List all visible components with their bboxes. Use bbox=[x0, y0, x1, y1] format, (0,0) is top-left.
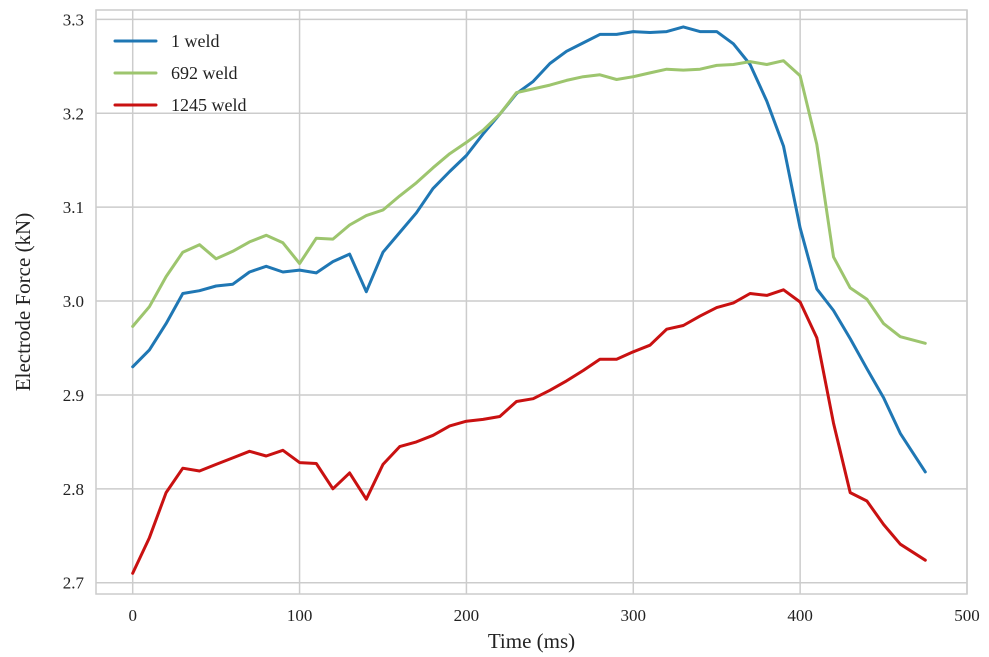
x-axis-ticks: 0 100 200 300 400 500 bbox=[128, 606, 979, 625]
y-tick-label: 3.0 bbox=[63, 292, 84, 311]
x-tick-label: 200 bbox=[454, 606, 480, 625]
legend: 1 weld 692 weld 1245 weld bbox=[113, 31, 247, 115]
legend-label-0: 1 weld bbox=[171, 31, 220, 51]
y-axis-label: Electrode Force (kN) bbox=[11, 213, 35, 391]
x-tick-label: 400 bbox=[787, 606, 813, 625]
series-lines bbox=[131, 25, 927, 575]
legend-label-2: 1245 weld bbox=[171, 95, 247, 115]
legend-label-1: 692 weld bbox=[171, 63, 238, 83]
series-line-0 bbox=[131, 25, 927, 474]
series-line-2 bbox=[131, 288, 927, 575]
y-tick-label: 2.9 bbox=[63, 386, 84, 405]
x-axis-label: Time (ms) bbox=[488, 629, 575, 653]
y-tick-label: 2.7 bbox=[63, 574, 85, 593]
x-tick-label: 0 bbox=[128, 606, 137, 625]
x-tick-label: 500 bbox=[954, 606, 980, 625]
x-tick-label: 300 bbox=[621, 606, 647, 625]
x-tick-label: 100 bbox=[287, 606, 313, 625]
y-tick-label: 3.2 bbox=[63, 104, 84, 123]
y-tick-label: 3.1 bbox=[63, 198, 84, 217]
plot-frame bbox=[95, 9, 968, 595]
y-tick-label: 3.3 bbox=[63, 10, 84, 29]
series-line-1 bbox=[131, 59, 927, 345]
y-tick-label: 2.8 bbox=[63, 480, 84, 499]
y-axis-ticks: 2.7 2.8 2.9 3.0 3.1 3.2 3.3 bbox=[63, 10, 85, 592]
